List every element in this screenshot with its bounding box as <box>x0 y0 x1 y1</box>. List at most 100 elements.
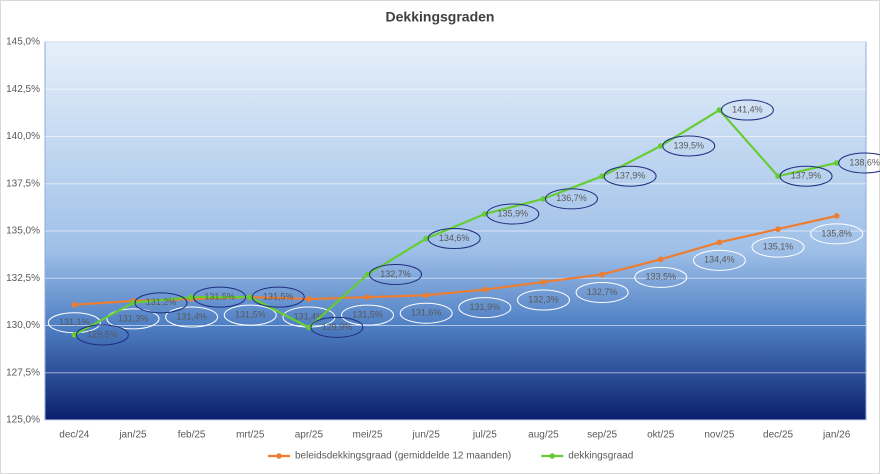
point <box>482 211 488 217</box>
point <box>599 173 605 179</box>
y-tick-label: 125,0% <box>6 415 40 426</box>
point <box>775 226 781 232</box>
label-bubble <box>603 165 657 187</box>
x-tick-label: jun/25 <box>412 430 441 441</box>
y-tick-label: 135,0% <box>6 226 40 237</box>
point <box>599 271 605 278</box>
label-bubble <box>810 223 864 245</box>
value-label: 131,2% <box>146 297 177 307</box>
label-bubble <box>251 286 305 308</box>
value-label: 131,6% <box>411 308 442 318</box>
x-tick-label: nov/25 <box>704 430 734 441</box>
value-label: 132,7% <box>380 269 411 279</box>
y-tick-label: 127,5% <box>6 367 40 378</box>
label-bubble <box>458 297 512 319</box>
y-tick-label: 145,0% <box>6 37 40 48</box>
value-label: 141,4% <box>732 104 763 114</box>
x-tick-label: dec/24 <box>59 430 89 441</box>
legend-label: dekkingsgraad <box>568 451 633 462</box>
label-bubble <box>399 302 453 324</box>
x-tick-label: mrt/25 <box>236 430 265 441</box>
label-bubble <box>720 99 774 121</box>
value-label: 135,1% <box>763 241 794 251</box>
x-tick-label: okt/25 <box>647 430 675 441</box>
label-bubble <box>692 249 746 271</box>
point <box>482 286 488 293</box>
value-label: 138,6% <box>849 157 880 167</box>
label-bubble <box>486 203 540 225</box>
point <box>306 296 312 302</box>
point <box>540 196 547 202</box>
label-bubble <box>193 286 247 308</box>
label-bubble <box>223 304 277 326</box>
value-label: 131,3% <box>118 313 149 323</box>
label-bubble <box>310 316 364 338</box>
point <box>423 292 429 299</box>
label-bubble <box>838 152 880 174</box>
x-tick-label: feb/25 <box>178 430 206 441</box>
x-tick-label: jan/25 <box>118 430 147 441</box>
y-tick-label: 132,5% <box>6 273 40 284</box>
value-label: 133,5% <box>645 272 676 282</box>
point <box>364 271 371 278</box>
x-tick-label: sep/25 <box>587 430 617 441</box>
value-label: 129,9% <box>322 322 353 332</box>
value-label: 135,8% <box>821 228 852 238</box>
point <box>423 235 429 242</box>
point <box>716 239 723 246</box>
legend-marker <box>276 453 282 459</box>
y-tick-label: 137,5% <box>6 178 40 189</box>
point <box>306 324 312 331</box>
x-tick-label: dec/25 <box>763 430 793 441</box>
value-label: 131,4% <box>294 311 325 321</box>
point <box>657 256 664 263</box>
series-line <box>73 108 837 336</box>
y-tick-label: 140,0% <box>6 131 40 142</box>
x-tick-label: aug/25 <box>528 430 559 441</box>
value-label: 131,9% <box>470 302 501 312</box>
value-label: 131,5% <box>235 310 266 320</box>
x-tick-label: jan/26 <box>822 430 851 441</box>
value-label: 131,5% <box>204 292 235 302</box>
point <box>657 143 664 149</box>
x-tick-label: apr/25 <box>295 430 324 441</box>
value-label: 131,1% <box>59 317 90 327</box>
label-bubble <box>165 306 219 328</box>
label-bubble <box>751 236 805 258</box>
point <box>833 213 840 219</box>
label-bubble <box>106 308 160 330</box>
chart-title: Dekkingsgraden <box>386 9 495 25</box>
value-label: 129,5% <box>87 329 118 339</box>
label-bubble <box>369 263 423 285</box>
x-tick-label: jul/25 <box>472 430 497 441</box>
value-label: 137,9% <box>615 171 646 181</box>
value-label: 135,9% <box>498 208 529 218</box>
point <box>716 107 723 113</box>
point <box>71 332 78 338</box>
value-label: 132,7% <box>587 287 618 297</box>
label-bubble <box>779 165 833 187</box>
label-bubble <box>75 324 129 346</box>
point <box>540 279 547 285</box>
label-bubble <box>662 135 716 157</box>
point <box>833 160 840 166</box>
value-label: 137,9% <box>791 171 822 181</box>
point <box>247 294 254 300</box>
legend-label: beleidsdekkingsgraad (gemiddelde 12 maan… <box>295 451 511 462</box>
x-tick-label: mei/25 <box>353 430 383 441</box>
label-bubble <box>634 266 688 288</box>
label-bubble <box>427 228 481 250</box>
value-label: 131,5% <box>352 310 383 320</box>
point <box>71 301 78 308</box>
value-label: 136,7% <box>556 193 587 203</box>
value-label: 134,4% <box>704 255 735 265</box>
value-label: 131,5% <box>263 292 294 302</box>
point <box>130 300 136 306</box>
value-label: 139,5% <box>673 140 704 150</box>
legend-marker <box>549 453 556 459</box>
value-label: 131,4% <box>176 311 207 321</box>
y-tick-label: 142,5% <box>6 84 40 95</box>
series-line <box>74 214 837 306</box>
point <box>364 294 371 300</box>
